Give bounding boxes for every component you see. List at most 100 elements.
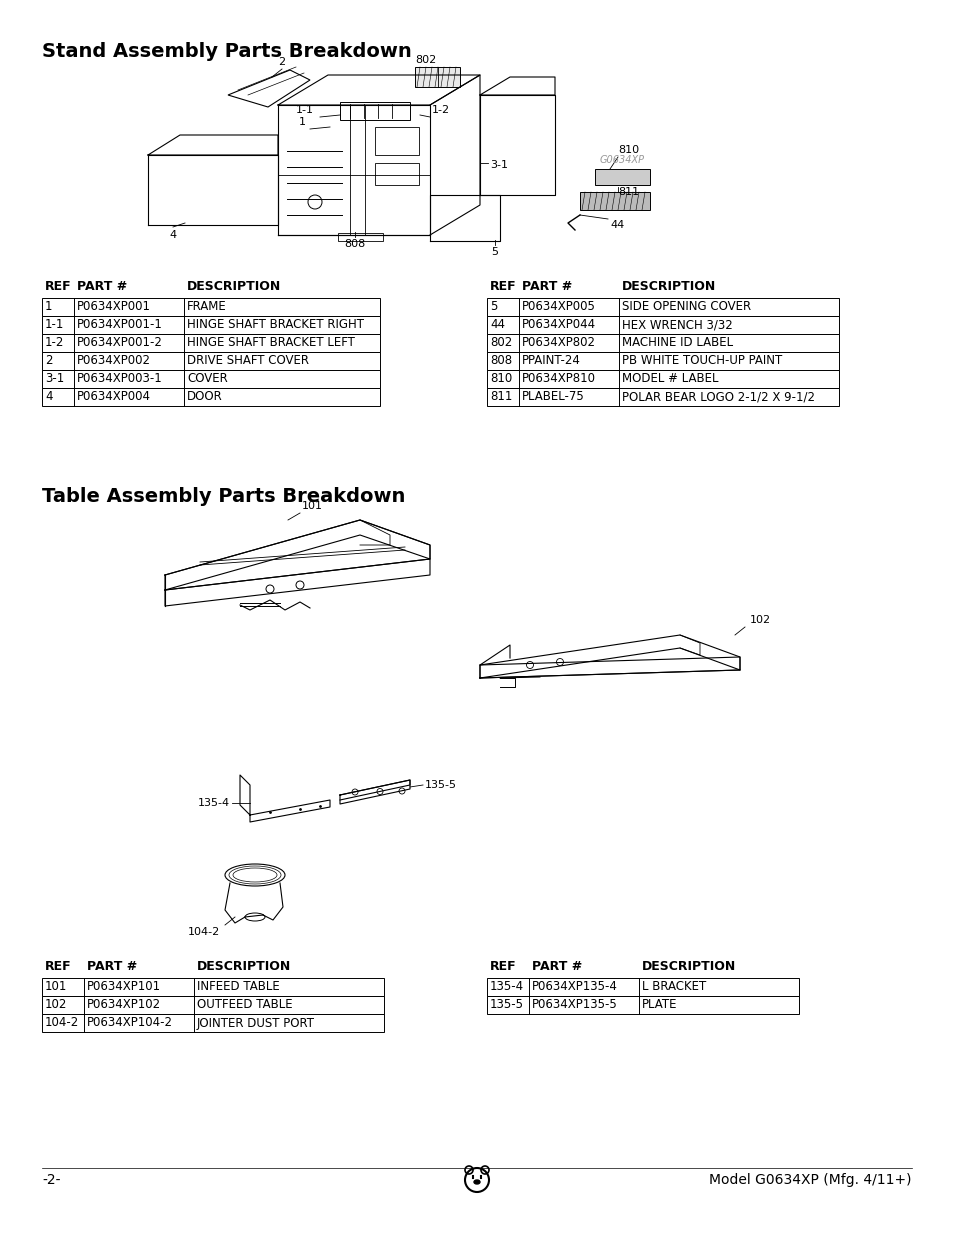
Text: 135-4: 135-4 <box>197 798 230 808</box>
Text: -2-: -2- <box>42 1173 60 1187</box>
Text: 101: 101 <box>45 981 68 993</box>
Text: 3-1: 3-1 <box>490 161 507 170</box>
Bar <box>486 995 799 1014</box>
Text: Stand Assembly Parts Breakdown: Stand Assembly Parts Breakdown <box>42 42 412 61</box>
Text: P0634XP004: P0634XP004 <box>77 390 151 404</box>
Text: 802: 802 <box>490 336 512 350</box>
Bar <box>42 978 384 995</box>
Text: PPAINT-24: PPAINT-24 <box>521 354 580 368</box>
Text: PLABEL-75: PLABEL-75 <box>521 390 584 404</box>
Text: HINGE SHAFT BRACKET LEFT: HINGE SHAFT BRACKET LEFT <box>187 336 355 350</box>
Ellipse shape <box>474 1179 479 1184</box>
Text: POLAR BEAR LOGO 2-1/2 X 9-1/2: POLAR BEAR LOGO 2-1/2 X 9-1/2 <box>621 390 814 404</box>
Text: P0634XP135-4: P0634XP135-4 <box>532 981 618 993</box>
Text: HINGE SHAFT BRACKET RIGHT: HINGE SHAFT BRACKET RIGHT <box>187 319 364 331</box>
Text: P0634XP044: P0634XP044 <box>521 319 596 331</box>
Text: G0634XP: G0634XP <box>599 156 644 165</box>
Text: 4: 4 <box>45 390 52 404</box>
Text: FRAME: FRAME <box>187 300 227 314</box>
Text: P0634XP802: P0634XP802 <box>521 336 596 350</box>
Bar <box>375 127 418 156</box>
Text: L BRACKET: L BRACKET <box>641 981 705 993</box>
Text: PLATE: PLATE <box>641 999 677 1011</box>
Text: P0634XP001-1: P0634XP001-1 <box>77 319 163 331</box>
Text: PART #: PART # <box>87 960 137 972</box>
Text: PART #: PART # <box>77 279 127 293</box>
Text: 3-1: 3-1 <box>45 373 64 385</box>
Text: OUTFEED TABLE: OUTFEED TABLE <box>196 999 293 1011</box>
Text: 5: 5 <box>491 247 498 257</box>
Text: 44: 44 <box>609 220 623 230</box>
Text: REF: REF <box>45 279 71 293</box>
Text: MACHINE ID LABEL: MACHINE ID LABEL <box>621 336 732 350</box>
Text: 102: 102 <box>749 615 770 625</box>
Text: 135-5: 135-5 <box>490 999 523 1011</box>
Text: MODEL # LABEL: MODEL # LABEL <box>621 373 718 385</box>
Text: 1-1: 1-1 <box>45 319 64 331</box>
Text: DESCRIPTION: DESCRIPTION <box>621 279 716 293</box>
Bar <box>486 333 838 352</box>
Text: 1-2: 1-2 <box>432 105 450 115</box>
Text: 2: 2 <box>278 57 285 67</box>
Bar <box>486 298 838 316</box>
Bar <box>42 1014 384 1032</box>
Bar <box>486 352 838 370</box>
Bar <box>42 370 379 388</box>
Bar <box>42 333 379 352</box>
Text: P0634XP001-2: P0634XP001-2 <box>77 336 163 350</box>
Bar <box>42 995 384 1014</box>
Text: JOINTER DUST PORT: JOINTER DUST PORT <box>196 1016 314 1030</box>
Bar <box>486 316 838 333</box>
Text: INFEED TABLE: INFEED TABLE <box>196 981 279 993</box>
Text: 808: 808 <box>344 240 365 249</box>
Bar <box>486 370 838 388</box>
Text: 1-2: 1-2 <box>45 336 64 350</box>
Text: PB WHITE TOUCH-UP PAINT: PB WHITE TOUCH-UP PAINT <box>621 354 781 368</box>
Text: SIDE OPENING COVER: SIDE OPENING COVER <box>621 300 750 314</box>
Text: REF: REF <box>490 279 517 293</box>
Text: 1: 1 <box>298 117 306 127</box>
Text: COVER: COVER <box>187 373 228 385</box>
Bar <box>42 388 379 406</box>
Text: REF: REF <box>490 960 517 972</box>
Text: 102: 102 <box>45 999 68 1011</box>
Text: 135-4: 135-4 <box>490 981 523 993</box>
Text: 5: 5 <box>490 300 497 314</box>
Text: 802: 802 <box>415 56 436 65</box>
Text: 811: 811 <box>490 390 512 404</box>
Text: Model G0634XP (Mfg. 4/11+): Model G0634XP (Mfg. 4/11+) <box>709 1173 911 1187</box>
Text: P0634XP005: P0634XP005 <box>521 300 596 314</box>
Text: 101: 101 <box>301 501 322 511</box>
Text: 1: 1 <box>45 300 52 314</box>
Text: 1-1: 1-1 <box>295 105 314 115</box>
Text: 808: 808 <box>490 354 512 368</box>
Text: DESCRIPTION: DESCRIPTION <box>196 960 291 972</box>
Text: P0634XP101: P0634XP101 <box>87 981 161 993</box>
Bar <box>337 233 382 241</box>
Text: P0634XP135-5: P0634XP135-5 <box>532 999 618 1011</box>
Text: 104-2: 104-2 <box>45 1016 79 1030</box>
Text: P0634XP002: P0634XP002 <box>77 354 151 368</box>
Text: 810: 810 <box>490 373 512 385</box>
Bar <box>42 352 379 370</box>
Text: PART #: PART # <box>532 960 581 972</box>
Text: 2: 2 <box>45 354 52 368</box>
Bar <box>486 388 838 406</box>
Text: DESCRIPTION: DESCRIPTION <box>641 960 736 972</box>
Text: DOOR: DOOR <box>187 390 222 404</box>
Text: REF: REF <box>45 960 71 972</box>
Text: Table Assembly Parts Breakdown: Table Assembly Parts Breakdown <box>42 487 405 506</box>
Text: 44: 44 <box>490 319 504 331</box>
Bar <box>339 103 410 120</box>
Text: 811: 811 <box>618 186 639 198</box>
Text: P0634XP001: P0634XP001 <box>77 300 151 314</box>
Text: PART #: PART # <box>521 279 572 293</box>
Bar <box>375 163 418 185</box>
Text: P0634XP810: P0634XP810 <box>521 373 596 385</box>
Bar <box>486 978 799 995</box>
Bar <box>42 316 379 333</box>
Text: DESCRIPTION: DESCRIPTION <box>187 279 281 293</box>
Bar <box>595 169 649 185</box>
Text: 135-5: 135-5 <box>424 781 456 790</box>
Text: DRIVE SHAFT COVER: DRIVE SHAFT COVER <box>187 354 309 368</box>
